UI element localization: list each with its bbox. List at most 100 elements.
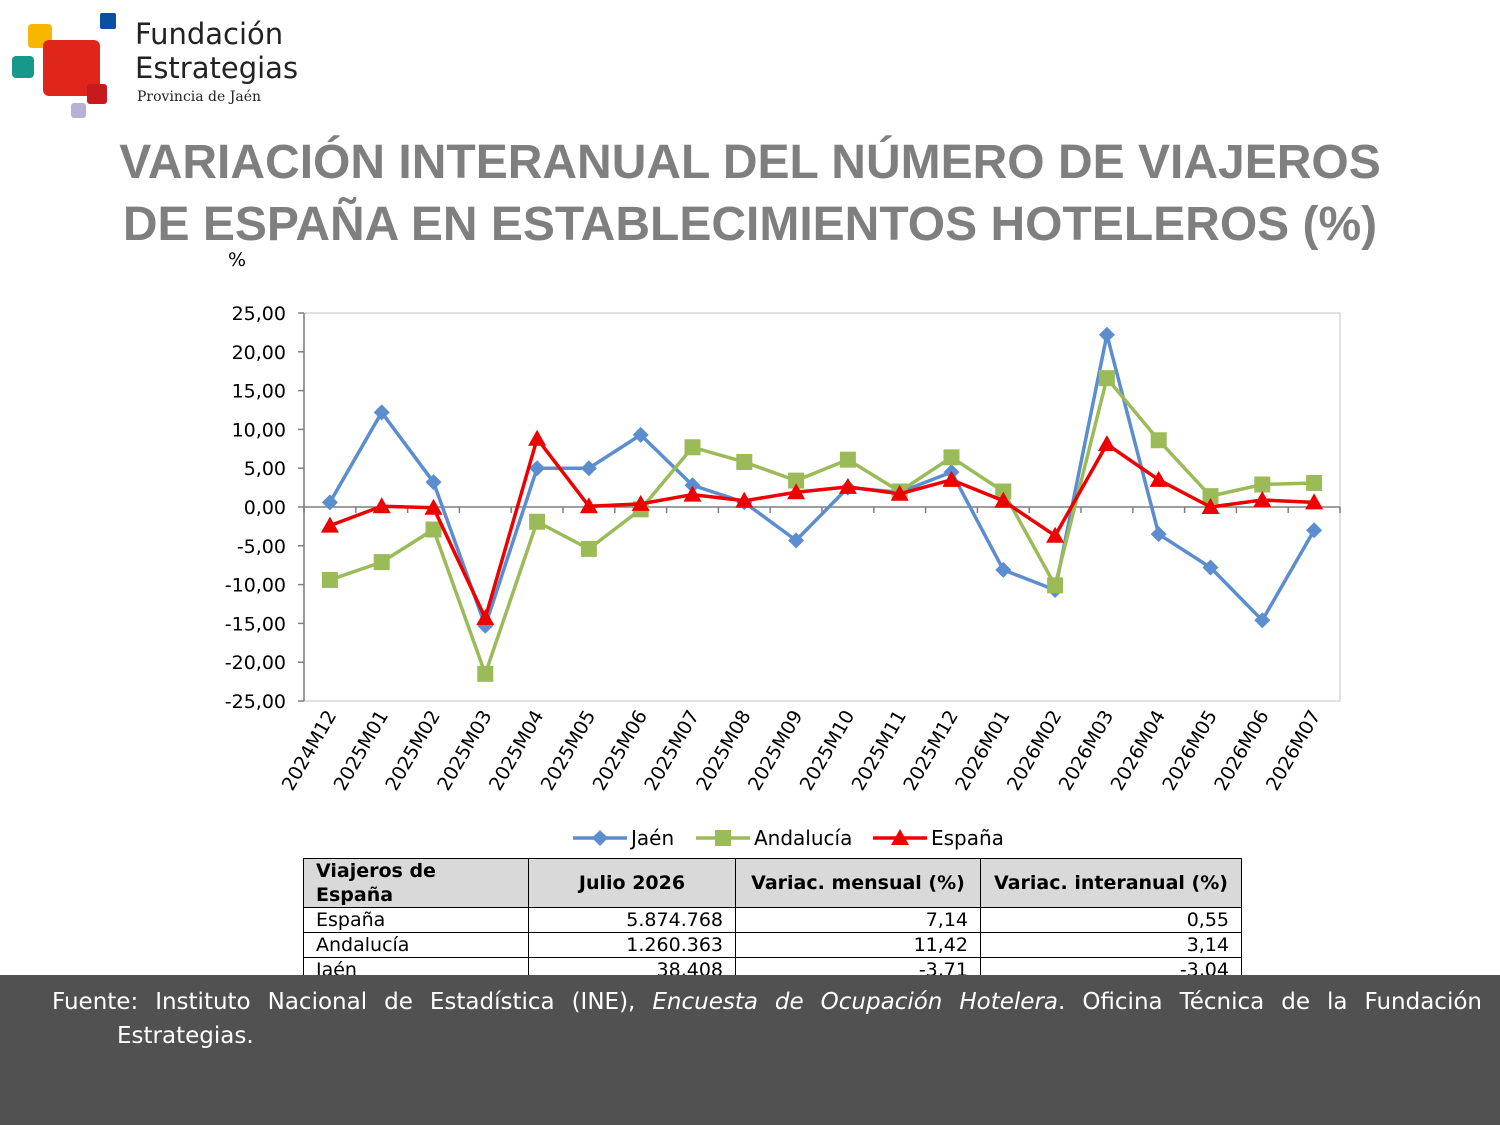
- y-tick-label: 25,00: [232, 303, 286, 325]
- source-note-line2: Estrategias.: [117, 1023, 254, 1049]
- data-point-3: [1046, 526, 1065, 543]
- table-cell: 7,14: [735, 907, 981, 933]
- data-point-3: [1201, 498, 1220, 514]
- data-point-2: [684, 439, 701, 456]
- data-point-3: [994, 491, 1013, 508]
- table-header-row: Viajeros de España Julio 2026 Variac. me…: [303, 858, 1242, 908]
- data-point-1: [1202, 559, 1219, 576]
- data-point-1: [1254, 612, 1271, 629]
- logo-line2: Estrategias: [135, 51, 299, 85]
- table-cell: 3,14: [980, 932, 1242, 958]
- table-cell: 1.260.363: [528, 932, 736, 958]
- data-point-1: [684, 477, 701, 494]
- y-tick-label: -5,00: [237, 536, 286, 558]
- data-point-3: [1149, 470, 1168, 487]
- logo: Fundación Estrategias Provincia de Jaén: [0, 0, 340, 125]
- legend-marker: [592, 830, 608, 846]
- data-point-3: [683, 485, 702, 502]
- y-tick-label: -10,00: [225, 575, 286, 597]
- data-point-2: [1098, 370, 1115, 387]
- data-point-1: [1150, 526, 1167, 543]
- series-line-1: [328, 332, 1316, 628]
- data-point-2: [321, 571, 338, 588]
- data-point-3: [320, 516, 339, 533]
- data-point-3: [735, 491, 754, 508]
- data-point-2: [580, 540, 597, 557]
- table-row: Andalucía 1.260.363 11,42 3,14: [303, 932, 1242, 958]
- data-point-3: [424, 498, 443, 515]
- data-point-3: [1253, 491, 1272, 508]
- data-point-1: [1098, 326, 1115, 343]
- y-tick-label: 15,00: [232, 381, 286, 403]
- series-line-3: [329, 436, 1315, 620]
- table-cell: España: [303, 907, 529, 933]
- table-row: España 5.874.768 7,14 0,55: [303, 907, 1242, 933]
- legend-marker: [891, 829, 909, 845]
- data-point-1: [425, 474, 442, 491]
- legend-label: España: [931, 826, 1004, 850]
- data-point-3: [476, 608, 495, 625]
- data-point-2: [736, 453, 753, 470]
- data-point-3: [631, 494, 650, 511]
- footer-band: [0, 975, 1500, 1125]
- data-point-2: [1202, 488, 1219, 505]
- source-note: Fuente: Instituto Nacional de Estadístic…: [52, 985, 1482, 1019]
- data-point-2: [995, 483, 1012, 500]
- data-point-1: [995, 561, 1012, 578]
- data-point-1: [321, 494, 338, 511]
- data-point-3: [1097, 435, 1116, 452]
- y-tick-label: 10,00: [232, 419, 286, 441]
- data-point-2: [373, 554, 390, 571]
- data-point-2: [477, 665, 494, 682]
- legend-marker: [715, 830, 731, 846]
- data-point-2: [529, 513, 546, 530]
- table-header-cell: Julio 2026: [528, 858, 736, 908]
- source-prefix: Fuente: Instituto Nacional de Estadístic…: [52, 989, 653, 1015]
- data-point-1: [373, 404, 390, 421]
- source-suffix: . Oficina Técnica de la Fundación: [1058, 989, 1482, 1015]
- data-point-1: [580, 460, 597, 477]
- data-point-2: [1150, 432, 1167, 449]
- table-cell: 11,42: [735, 932, 981, 958]
- data-point-2: [1047, 577, 1064, 594]
- data-point-3: [579, 497, 598, 514]
- y-tick-label: 5,00: [244, 458, 286, 480]
- data-point-1: [529, 460, 546, 477]
- source-survey-name: Encuesta de Ocupación Hotelera: [652, 989, 1059, 1015]
- title-line1: VARIACIÓN INTERANUAL DEL NÚMERO DE VIAJE…: [119, 136, 1381, 189]
- summary-table: Viajeros de España Julio 2026 Variac. me…: [303, 858, 1242, 983]
- table-cell: Andalucía: [303, 932, 529, 958]
- y-tick-label: -15,00: [225, 613, 286, 635]
- data-point-1: [1306, 522, 1323, 539]
- page-title: VARIACIÓN INTERANUAL DEL NÚMERO DE VIAJE…: [0, 132, 1500, 256]
- y-tick-label: -20,00: [225, 652, 286, 674]
- y-axis-label: %: [228, 249, 246, 271]
- legend-label: Jaén: [629, 826, 674, 850]
- data-point-3: [787, 483, 806, 500]
- table-header-cell: Viajeros de España: [303, 858, 529, 908]
- data-point-2: [425, 521, 442, 538]
- data-point-3: [372, 497, 391, 514]
- y-tick-label: 0,00: [244, 497, 286, 519]
- data-point-3: [1305, 493, 1324, 510]
- logo-line1: Fundación: [135, 17, 284, 51]
- data-point-3: [838, 477, 857, 494]
- legend-label: Andalucía: [754, 826, 852, 850]
- table-cell: 0,55: [980, 907, 1242, 933]
- data-point-3: [942, 470, 961, 487]
- data-point-2: [943, 449, 960, 466]
- table-cell: 5.874.768: [528, 907, 736, 933]
- table-header-cell: Variac. interanual (%): [980, 858, 1242, 908]
- data-point-2: [1306, 474, 1323, 491]
- logo-mark: [12, 13, 116, 118]
- data-point-2: [839, 451, 856, 468]
- y-tick-label: -25,00: [225, 691, 286, 713]
- table-header-cell: Variac. mensual (%): [735, 858, 981, 908]
- data-point-3: [890, 484, 909, 501]
- data-point-1: [632, 426, 649, 443]
- data-point-2: [1254, 476, 1271, 493]
- line-chart: % 25,00 20,00 15,00 10,00 5,00 0,00 -5,00 -10,00…: [225, 249, 1341, 850]
- data-point-2: [788, 472, 805, 489]
- logo-line3: Provincia de Jaén: [137, 89, 262, 105]
- data-point-1: [788, 532, 805, 549]
